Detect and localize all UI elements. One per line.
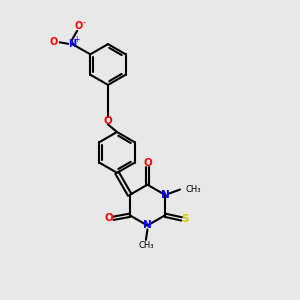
- Text: CH₃: CH₃: [185, 185, 201, 194]
- Text: S: S: [182, 214, 189, 224]
- Text: -: -: [82, 18, 85, 27]
- Text: O: O: [105, 213, 114, 223]
- Text: O: O: [103, 116, 112, 126]
- Text: +: +: [73, 35, 79, 44]
- Text: N: N: [68, 39, 76, 49]
- Text: O: O: [50, 37, 58, 47]
- Text: N: N: [143, 220, 152, 230]
- Text: O: O: [74, 21, 83, 32]
- Text: N: N: [161, 190, 170, 200]
- Text: O: O: [143, 158, 152, 168]
- Text: CH₃: CH₃: [138, 242, 154, 250]
